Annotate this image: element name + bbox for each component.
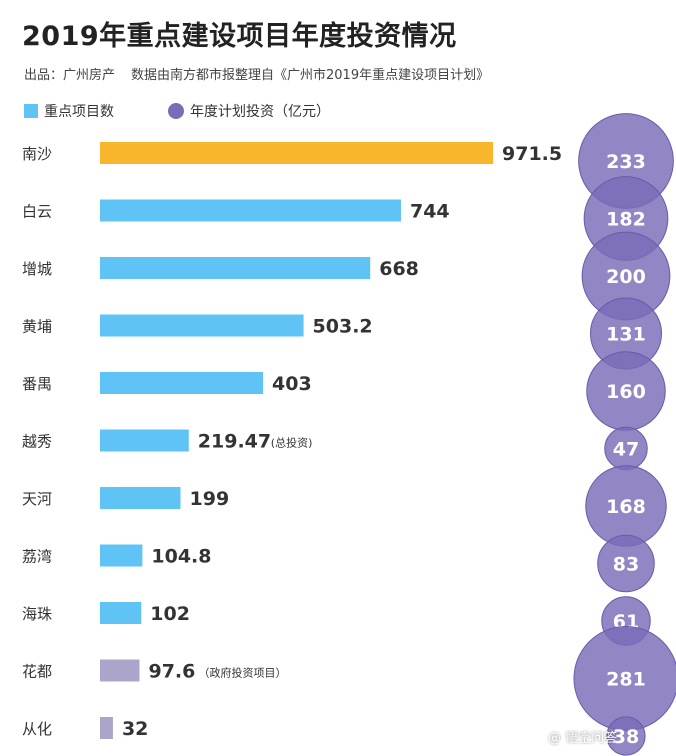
category-label: 天河 [22, 490, 52, 508]
bubble-11 [606, 716, 646, 756]
bar-5 [100, 372, 264, 394]
bars-group: 南沙 971.5 白云 744 增城 668 黄埔 503.2 番禺 403 越秀 219.47 (总投… [22, 142, 562, 740]
source-attribution: 数据由南方都市报整理自《广州市2019年重点建设项目计划》 [131, 68, 490, 83]
bar-8 [100, 544, 143, 567]
source-producer: 出品：广州房产 [24, 68, 116, 83]
category-label: 增城 [22, 260, 52, 278]
legend-bars: 重点项目数 [24, 100, 114, 122]
bar-value-label: 971.5 [502, 143, 562, 165]
bar-annotation: (总投资) [271, 436, 313, 450]
category-label: 南沙 [22, 145, 52, 163]
category-label: 海珠 [22, 605, 52, 623]
bar-value-label: 32 [122, 718, 148, 740]
bubble-value-label: 47 [613, 439, 639, 461]
bar-9 [100, 602, 142, 624]
watermark: @ 悟空问答 [548, 731, 618, 746]
bubble-value-label: 131 [606, 324, 646, 346]
bar-value-label: 199 [190, 488, 230, 510]
category-label: 番禺 [22, 375, 52, 393]
legend-bubbles: 年度计划投资（亿元） [168, 100, 330, 122]
category-label: 白云 [22, 203, 52, 221]
category-label: 黄埔 [22, 318, 52, 336]
bubble-8 [597, 534, 655, 593]
bar-10 [100, 659, 140, 682]
bubble-value-label: 182 [606, 209, 646, 231]
bubble-value-label: 83 [613, 554, 639, 576]
bar-value-label: 744 [410, 201, 450, 223]
chart-title: 2019年重点建设项目年度投资情况 [22, 21, 457, 52]
source-line: 出品：广州房产 数据由南方都市报整理自《广州市2019年重点建设项目计划》 [24, 64, 489, 83]
category-label: 荔湾 [22, 548, 52, 566]
category-label: 花都 [22, 663, 52, 681]
bar-7 [100, 487, 181, 509]
legend-bar-label: 重点项目数 [44, 104, 114, 120]
legend-bar-swatch [24, 104, 38, 118]
bar-value-label: 503.2 [313, 316, 373, 338]
bubble-value-label: 38 [613, 726, 639, 748]
bar-4 [100, 314, 304, 337]
bubble-value-label: 168 [606, 496, 646, 518]
bar-11 [100, 717, 113, 739]
bar-6 [100, 429, 189, 452]
category-label: 从化 [22, 720, 52, 738]
bar-value-label: 102 [150, 603, 190, 625]
legend-bubble-label: 年度计划投资（亿元） [190, 104, 330, 120]
bar-1 [100, 142, 493, 164]
bar-annotation: （政府投资项目） [198, 666, 286, 680]
bar-value-label: 219.47 [198, 431, 271, 453]
bubble-value-label: 281 [606, 669, 646, 691]
bubble-value-label: 200 [606, 266, 646, 288]
category-label: 越秀 [22, 433, 52, 451]
bar-3 [100, 257, 371, 279]
bar-value-label: 97.6 [148, 661, 195, 683]
bubble-value-label: 233 [606, 151, 646, 173]
bar-2 [100, 199, 401, 222]
bubble-value-label: 160 [606, 381, 646, 403]
bar-value-label: 668 [379, 258, 419, 280]
bar-value-label: 403 [272, 373, 312, 395]
legend-bubble-swatch [168, 103, 184, 119]
bar-value-label: 104.8 [151, 546, 211, 568]
